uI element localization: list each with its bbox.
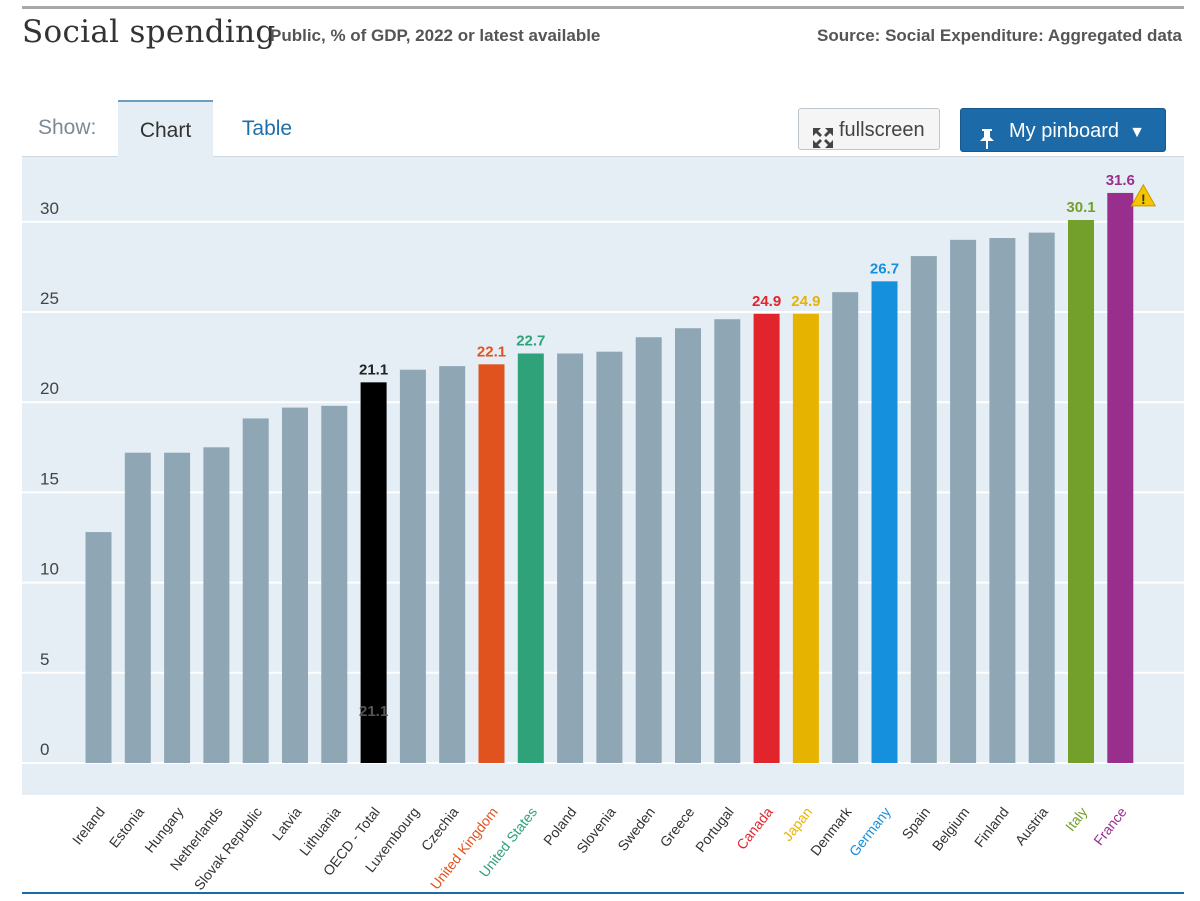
page-subtitle: Public, % of GDP, 2022 or latest availab…: [270, 26, 601, 45]
y-tick-label: 5: [40, 650, 49, 669]
bar[interactable]: [282, 407, 308, 763]
bar[interactable]: [1068, 219, 1094, 764]
bar[interactable]: [989, 238, 1016, 763]
bar[interactable]: [1028, 232, 1055, 763]
bar[interactable]: [203, 447, 230, 763]
y-tick-label: 20: [40, 379, 59, 398]
x-tick-label: Portugal: [692, 804, 737, 855]
inner-data-label: 21.1: [359, 703, 388, 720]
bar[interactable]: [242, 418, 269, 763]
pinboard-button[interactable]: My pinboard ▼: [960, 108, 1166, 152]
data-label: 24.9: [752, 293, 781, 310]
bar[interactable]: [635, 337, 662, 763]
x-tick-label: Ireland: [69, 804, 108, 848]
bar[interactable]: [910, 256, 937, 763]
view-toolbar: Show: Chart Table fullscreen My pinboard…: [22, 100, 1184, 159]
chevron-down-icon: ▼: [1129, 124, 1145, 141]
tab-chart[interactable]: Chart: [118, 100, 213, 159]
pinboard-label: My pinboard: [1009, 120, 1120, 142]
x-tick-label: Germany: [846, 804, 894, 859]
data-label: 30.1: [1066, 199, 1095, 216]
fullscreen-button[interactable]: fullscreen: [798, 108, 940, 150]
bar[interactable]: [714, 319, 741, 763]
fullscreen-label: fullscreen: [839, 119, 925, 141]
x-tick-label: Japan: [779, 804, 815, 844]
x-tick-label: Austria: [1012, 804, 1052, 848]
bar[interactable]: [478, 364, 505, 763]
x-tick-label: Spain: [899, 804, 934, 842]
bar[interactable]: [753, 313, 780, 763]
header-rule: [22, 6, 1184, 9]
bar[interactable]: [950, 239, 977, 764]
warning-icon-glyph: !: [1141, 191, 1146, 207]
bar[interactable]: [871, 281, 898, 763]
fullscreen-icon: [813, 121, 833, 163]
bar[interactable]: [557, 353, 584, 763]
y-tick-label: 25: [40, 289, 59, 308]
page-title: Social spending: [22, 14, 276, 50]
bar[interactable]: [517, 353, 544, 763]
y-tick-label: 30: [40, 199, 59, 218]
x-tick-label: Latvia: [269, 804, 305, 843]
x-tick-label: Finland: [971, 804, 1012, 850]
x-tick-label: Belgium: [929, 804, 973, 854]
x-tick-label: Estonia: [106, 804, 147, 851]
x-tick-label: Sweden: [614, 804, 658, 854]
pin-icon: [979, 121, 995, 165]
y-tick-label: 10: [40, 560, 59, 579]
bar[interactable]: [360, 382, 387, 763]
data-label: 21.1: [359, 361, 388, 378]
x-tick-label: France: [1090, 804, 1130, 848]
show-label: Show:: [38, 116, 97, 139]
y-tick-label: 0: [40, 740, 49, 759]
bar[interactable]: [321, 405, 348, 763]
x-tick-label: Greece: [656, 804, 697, 850]
warning-icon: [1130, 183, 1157, 207]
source-link[interactable]: Source: Social Expenditure: Aggregated d…: [817, 26, 1182, 45]
bar[interactable]: [399, 369, 426, 763]
x-tick-label: Canada: [733, 804, 776, 853]
data-label: 24.9: [791, 293, 820, 310]
data-label: 22.1: [477, 343, 506, 360]
footer-rule: [22, 892, 1184, 894]
x-tick-label: Slovenia: [573, 804, 619, 856]
bar[interactable]: [675, 328, 701, 763]
data-label: 22.7: [516, 332, 545, 349]
bar[interactable]: [124, 452, 151, 763]
bar[interactable]: [85, 532, 112, 763]
bar[interactable]: [792, 313, 819, 763]
x-tick-label: Poland: [540, 804, 579, 848]
bar[interactable]: [832, 292, 859, 763]
bar[interactable]: [1107, 192, 1134, 763]
y-tick-label: 15: [40, 469, 59, 488]
data-label: 26.7: [870, 260, 899, 277]
bar[interactable]: [164, 452, 191, 763]
tab-table[interactable]: Table: [241, 117, 293, 140]
data-label: 31.6: [1106, 172, 1135, 189]
bar[interactable]: [596, 351, 623, 763]
x-tick-label: Italy: [1062, 804, 1090, 834]
bar[interactable]: [439, 366, 466, 763]
